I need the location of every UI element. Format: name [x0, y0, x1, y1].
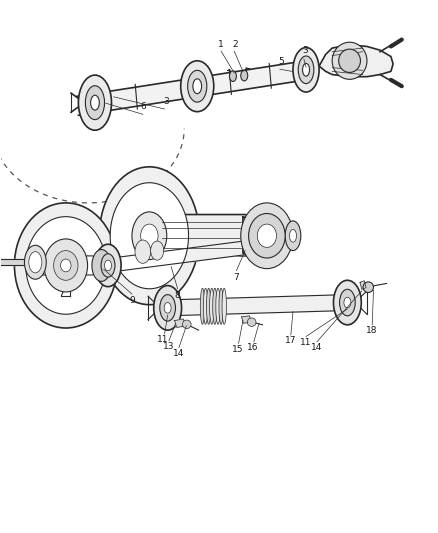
Text: 8: 8 — [175, 291, 180, 300]
Ellipse shape — [187, 70, 207, 102]
Ellipse shape — [183, 320, 191, 328]
Ellipse shape — [210, 288, 214, 324]
Text: 14: 14 — [173, 349, 185, 358]
Text: 18: 18 — [367, 326, 378, 335]
Ellipse shape — [193, 79, 201, 94]
Text: 2: 2 — [233, 39, 238, 49]
Ellipse shape — [298, 56, 314, 84]
Text: 14: 14 — [311, 343, 322, 352]
Ellipse shape — [92, 249, 111, 281]
Ellipse shape — [60, 259, 71, 272]
Ellipse shape — [91, 95, 99, 110]
Polygon shape — [107, 241, 245, 272]
Text: 1: 1 — [218, 39, 224, 49]
Ellipse shape — [110, 183, 188, 289]
Polygon shape — [61, 275, 70, 296]
Ellipse shape — [95, 244, 121, 287]
Ellipse shape — [216, 288, 220, 324]
Text: 3: 3 — [163, 97, 169, 106]
Ellipse shape — [29, 252, 42, 273]
Ellipse shape — [25, 245, 46, 279]
Ellipse shape — [241, 203, 293, 269]
Ellipse shape — [285, 221, 301, 251]
Polygon shape — [77, 60, 314, 115]
Ellipse shape — [135, 240, 151, 263]
Polygon shape — [1, 259, 41, 265]
Ellipse shape — [332, 42, 367, 79]
Ellipse shape — [339, 289, 355, 316]
Polygon shape — [242, 316, 251, 323]
Ellipse shape — [290, 229, 297, 242]
Ellipse shape — [141, 224, 158, 247]
Ellipse shape — [363, 282, 374, 293]
Ellipse shape — [164, 303, 171, 313]
Text: 5: 5 — [278, 57, 284, 66]
Ellipse shape — [99, 167, 199, 305]
Polygon shape — [32, 256, 101, 275]
FancyBboxPatch shape — [156, 215, 247, 256]
Ellipse shape — [200, 288, 205, 324]
Text: 17: 17 — [285, 336, 297, 345]
Ellipse shape — [78, 75, 112, 130]
Ellipse shape — [213, 288, 217, 324]
Text: 7: 7 — [233, 273, 239, 282]
Ellipse shape — [219, 288, 223, 324]
Ellipse shape — [206, 288, 211, 324]
Ellipse shape — [249, 214, 285, 258]
Ellipse shape — [154, 286, 182, 330]
Ellipse shape — [151, 241, 164, 260]
Ellipse shape — [203, 288, 208, 324]
Ellipse shape — [53, 251, 78, 280]
Text: 11: 11 — [300, 338, 312, 347]
Ellipse shape — [247, 318, 256, 326]
Text: 3: 3 — [302, 46, 307, 55]
Ellipse shape — [257, 224, 276, 247]
Ellipse shape — [85, 86, 105, 119]
Polygon shape — [319, 45, 393, 77]
Text: 16: 16 — [247, 343, 259, 352]
Ellipse shape — [241, 70, 248, 81]
Polygon shape — [175, 319, 185, 327]
Polygon shape — [167, 295, 347, 316]
Ellipse shape — [105, 260, 112, 271]
Text: 13: 13 — [163, 342, 174, 351]
Ellipse shape — [132, 212, 167, 260]
Ellipse shape — [181, 61, 214, 112]
Ellipse shape — [344, 297, 351, 308]
Ellipse shape — [160, 295, 176, 321]
Ellipse shape — [101, 254, 115, 277]
Ellipse shape — [44, 239, 88, 292]
Text: 15: 15 — [232, 345, 244, 354]
Polygon shape — [243, 217, 294, 255]
Ellipse shape — [293, 47, 319, 92]
Ellipse shape — [14, 203, 117, 328]
Ellipse shape — [26, 216, 106, 314]
Ellipse shape — [303, 63, 310, 76]
Text: 9: 9 — [129, 296, 135, 305]
Polygon shape — [360, 281, 366, 289]
Ellipse shape — [230, 71, 237, 82]
Ellipse shape — [333, 280, 361, 325]
Text: 6: 6 — [141, 102, 146, 111]
Ellipse shape — [339, 49, 360, 72]
Text: 11: 11 — [157, 335, 168, 344]
Ellipse shape — [222, 288, 226, 324]
